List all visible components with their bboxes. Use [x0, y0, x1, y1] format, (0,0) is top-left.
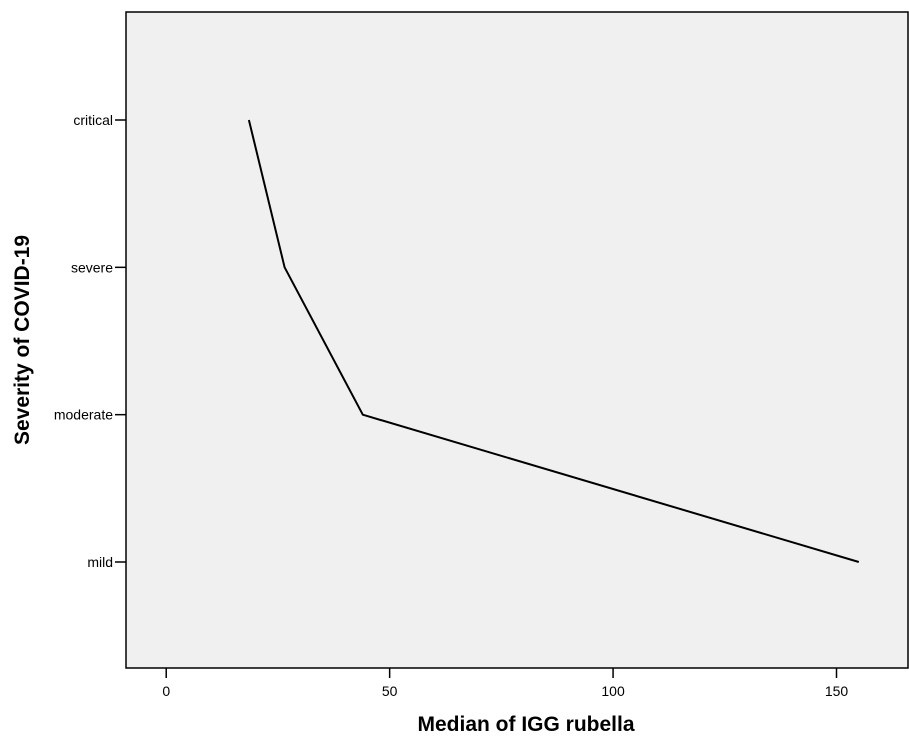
y-tick-label: critical: [73, 112, 113, 128]
x-axis: 0 50 100 150: [162, 668, 848, 699]
y-axis-title: Severity of COVID-19: [11, 235, 34, 445]
x-tick-label: 100: [601, 683, 625, 699]
y-axis: mild moderate severe critical: [54, 112, 126, 570]
x-tick-label: 150: [825, 683, 849, 699]
y-tick-label: severe: [71, 259, 113, 275]
x-axis-title: Median of IGG rubella: [417, 713, 634, 736]
x-tick-label: 50: [382, 683, 398, 699]
series-line: [247, 119, 860, 563]
series-layer: [247, 119, 860, 563]
y-tick-label: mild: [87, 554, 113, 570]
x-tick-label: 0: [162, 683, 170, 699]
y-tick-label: moderate: [54, 407, 113, 423]
plot-area: [125, 11, 909, 669]
